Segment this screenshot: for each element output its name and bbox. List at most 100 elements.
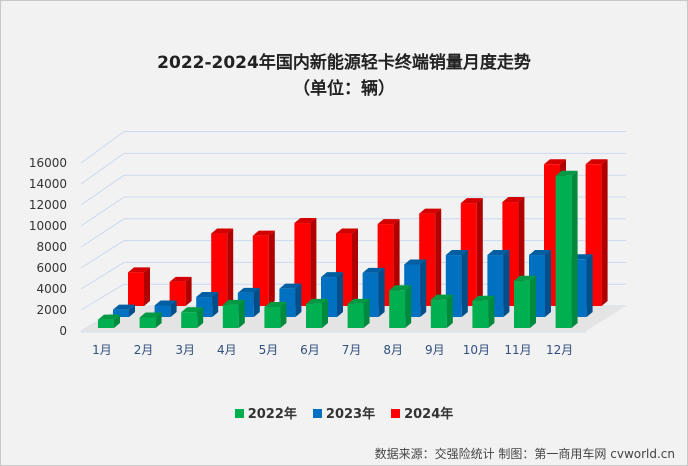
bar-2022年-7月 bbox=[347, 303, 364, 328]
bar-2024年-1月 bbox=[128, 272, 144, 306]
x-tick-label: 6月 bbox=[300, 343, 320, 357]
legend-swatch bbox=[391, 409, 401, 418]
bar-2022年-10月 bbox=[472, 300, 489, 328]
bar-side bbox=[378, 267, 385, 317]
bar-top bbox=[264, 302, 287, 307]
bar-top bbox=[169, 276, 192, 282]
bar-side bbox=[601, 159, 608, 306]
bar-top bbox=[222, 299, 245, 305]
bar-side bbox=[129, 304, 135, 317]
bar-top bbox=[487, 250, 510, 256]
bar-side bbox=[446, 294, 453, 328]
bar-side bbox=[212, 292, 219, 317]
x-tick-label: 11月 bbox=[504, 343, 531, 357]
source-note: 数据来源：交强险统计 制图：第一商用车网 cvworld.cn bbox=[374, 447, 675, 461]
bar-side bbox=[268, 230, 275, 306]
bar-2022年-12月 bbox=[555, 175, 572, 328]
legend-item-2024: 2024年 bbox=[391, 403, 453, 422]
y-tick-label: 12000 bbox=[29, 198, 67, 212]
bar-side bbox=[155, 312, 162, 328]
bar-side bbox=[185, 276, 192, 306]
bar-side bbox=[420, 259, 427, 317]
bar-top bbox=[347, 298, 370, 304]
bar-top bbox=[430, 294, 453, 300]
bar-top bbox=[128, 267, 150, 273]
chart-title: 2022-2024年国内新能源轻卡终端销量月度走势 bbox=[157, 53, 531, 73]
gridline-side bbox=[80, 174, 125, 206]
x-tick-label: 10月 bbox=[463, 343, 490, 357]
bar-2022年-11月 bbox=[514, 280, 530, 328]
bar-side bbox=[503, 250, 510, 317]
bar-top bbox=[294, 218, 317, 224]
bar-top bbox=[181, 307, 204, 313]
bar-side bbox=[530, 275, 536, 328]
bar-2022年-9月 bbox=[430, 299, 447, 328]
bar-side bbox=[363, 298, 370, 328]
legend-swatch bbox=[312, 409, 322, 418]
bar-top bbox=[237, 287, 260, 293]
bar-side bbox=[337, 272, 343, 317]
y-tick-label: 10000 bbox=[29, 219, 67, 233]
x-tick-label: 12月 bbox=[546, 343, 573, 357]
bar-top bbox=[377, 219, 400, 225]
chart-subtitle: （单位：辆） bbox=[293, 79, 395, 99]
bar-top bbox=[252, 230, 275, 236]
bar-side bbox=[586, 254, 593, 317]
legend: 2022年 2023年 2024年 bbox=[1, 403, 687, 422]
bar-side bbox=[144, 267, 150, 306]
bar-side bbox=[280, 302, 287, 328]
x-tick-label: 9月 bbox=[425, 343, 445, 357]
bar-top bbox=[279, 283, 302, 289]
bar-side bbox=[170, 300, 177, 317]
y-tick-label: 14000 bbox=[29, 177, 67, 191]
bar-2022年-8月 bbox=[389, 290, 406, 328]
gridline-side bbox=[80, 283, 125, 311]
bar-top bbox=[502, 197, 525, 203]
x-tick-label: 5月 bbox=[259, 343, 279, 357]
bar-side bbox=[322, 298, 328, 328]
y-tick-label: 6000 bbox=[36, 261, 67, 275]
bar-top bbox=[154, 300, 177, 306]
x-tick-label: 8月 bbox=[383, 343, 403, 357]
bar-side bbox=[197, 307, 204, 328]
legend-swatch bbox=[234, 409, 244, 418]
bar-top bbox=[306, 298, 328, 304]
bar-side bbox=[295, 283, 302, 317]
bar-side bbox=[461, 250, 468, 317]
gridline-side bbox=[80, 152, 125, 185]
bar-top bbox=[544, 159, 566, 165]
bar-side bbox=[476, 198, 483, 306]
x-tick-label: 7月 bbox=[342, 343, 362, 357]
y-tick-label: 0 bbox=[59, 324, 67, 338]
legend-item-2023: 2023年 bbox=[312, 403, 375, 422]
bar-side bbox=[352, 228, 358, 306]
bar-2022年-5月 bbox=[264, 307, 281, 328]
x-tick-label: 1月 bbox=[92, 343, 112, 357]
bar-top bbox=[555, 170, 578, 176]
bar-top bbox=[336, 228, 358, 234]
y-tick-label: 16000 bbox=[29, 156, 67, 170]
bar-2022年-1月 bbox=[98, 319, 114, 328]
x-tick-label: 3月 bbox=[175, 343, 195, 357]
bar-top bbox=[362, 267, 385, 273]
bar-top bbox=[472, 295, 495, 301]
bar-top bbox=[514, 275, 536, 281]
plot-area: 0 2000 4000 6000 8000 10000 12000 14000 16000 1月 2… bbox=[29, 131, 626, 357]
bar-2022年-2月 bbox=[139, 317, 156, 328]
bar-top bbox=[98, 314, 120, 320]
y-tick-label: 8000 bbox=[36, 240, 67, 254]
x-tick-label: 4月 bbox=[217, 343, 237, 357]
bar-top bbox=[321, 272, 343, 278]
gridline-side bbox=[80, 131, 125, 164]
bar-side bbox=[310, 218, 317, 306]
bar-2023年-2月 bbox=[154, 305, 171, 317]
bar-top bbox=[419, 208, 442, 214]
y-tick-label: 2000 bbox=[36, 303, 67, 317]
bar-side bbox=[114, 314, 120, 328]
bar-top bbox=[139, 312, 162, 318]
bar-2023年-1月 bbox=[113, 309, 129, 317]
gridline-side bbox=[80, 196, 125, 227]
bar-side bbox=[488, 295, 495, 328]
bar-side bbox=[238, 299, 245, 328]
